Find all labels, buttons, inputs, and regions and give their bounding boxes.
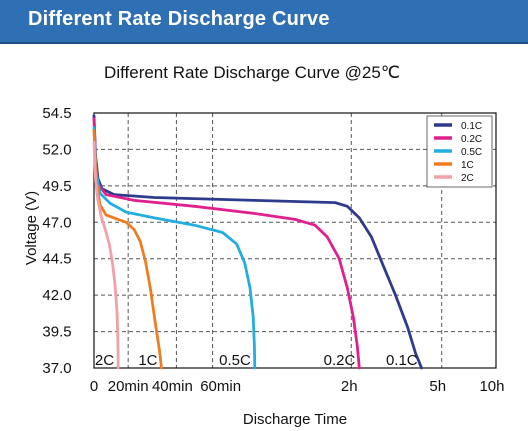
chart-title: Different Rate Discharge Curve @25℃ xyxy=(104,63,400,82)
legend-label-1C: 1C xyxy=(461,160,474,171)
legend-label-0.1C: 0.1C xyxy=(461,121,482,132)
y-axis-label: Voltage (V) xyxy=(23,191,40,265)
legend-label-0.5C: 0.5C xyxy=(461,147,482,158)
x-tick-label: 40min xyxy=(152,378,193,395)
y-tick-label: 54.5 xyxy=(42,105,71,122)
y-tick-label: 42.0 xyxy=(42,287,71,304)
curve-label-1C: 1C xyxy=(138,352,157,369)
x-tick-label: 2h xyxy=(341,378,358,395)
y-tick-labels: 54.5 52.0 49.5 47.0 44.5 42.0 39.5 37.0 xyxy=(42,105,71,377)
curve-label-0.5C: 0.5C xyxy=(219,352,251,369)
x-tick-label: 0 xyxy=(90,378,98,395)
y-tick-label: 44.5 xyxy=(42,251,71,268)
series-lines xyxy=(92,114,423,370)
y-tick-label: 47.0 xyxy=(42,214,71,231)
series-line-0.5C xyxy=(92,126,257,370)
x-axis-label: Discharge Time xyxy=(243,411,347,428)
legend: 0.1C 0.2C 0.5C 1C 2C xyxy=(426,115,493,188)
header-banner: Different Rate Discharge Curve xyxy=(0,0,528,44)
y-tick-label: 39.5 xyxy=(42,324,71,341)
series-line-2C xyxy=(92,140,120,370)
x-tick-label: 10h xyxy=(479,378,504,395)
plot-frame xyxy=(93,112,497,369)
legend-label-0.2C: 0.2C xyxy=(461,134,482,145)
curve-label-2C: 2C xyxy=(95,352,114,369)
y-tick-label: 49.5 xyxy=(42,178,71,195)
y-tick-label: 52.0 xyxy=(42,141,71,158)
x-tick-label: 5h xyxy=(429,378,446,395)
curve-end-labels: 0.1C 0.2C 0.5C 1C 2C xyxy=(95,352,418,369)
series-line-0.1C xyxy=(92,114,423,370)
legend-label-2C: 2C xyxy=(461,173,474,184)
y-tick-label: 37.0 xyxy=(42,360,71,377)
axes xyxy=(93,112,497,369)
header-title: Different Rate Discharge Curve xyxy=(28,8,330,30)
x-tick-labels: 0 20min 40min 60min 2h 5h 10h xyxy=(90,378,505,395)
curve-label-0.2C: 0.2C xyxy=(324,352,356,369)
x-tick-label: 60min xyxy=(200,378,241,395)
series-line-0.2C xyxy=(92,117,361,370)
curve-label-0.1C: 0.1C xyxy=(386,352,418,369)
x-tick-label: 20min xyxy=(108,378,149,395)
